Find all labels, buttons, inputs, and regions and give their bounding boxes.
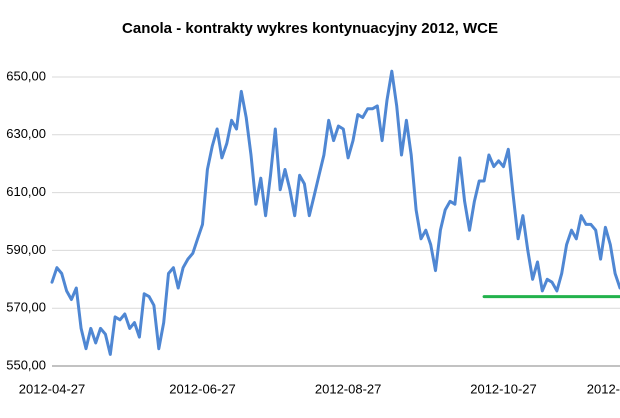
line	[50, 69, 620, 356]
x-tick-label: 2012-12-27	[587, 381, 620, 396]
chart-title: Canola - kontrakty wykres kontynuacyjny …	[122, 20, 498, 37]
y-tick-label: 570,00	[6, 300, 46, 315]
y-tick-label: 630,00	[6, 126, 46, 141]
y-tick-label: 610,00	[6, 184, 46, 199]
y-tick-label: 590,00	[6, 242, 46, 257]
y-tick-label: 650,00	[6, 68, 46, 83]
x-tick-label: 2012-10-27	[470, 381, 537, 396]
x-tick-label: 2012-06-27	[169, 381, 236, 396]
x-tick-label: 2012-08-27	[315, 381, 382, 396]
y-tick-label: 550,00	[6, 357, 46, 372]
x-tick-label: 2012-04-27	[19, 381, 86, 396]
